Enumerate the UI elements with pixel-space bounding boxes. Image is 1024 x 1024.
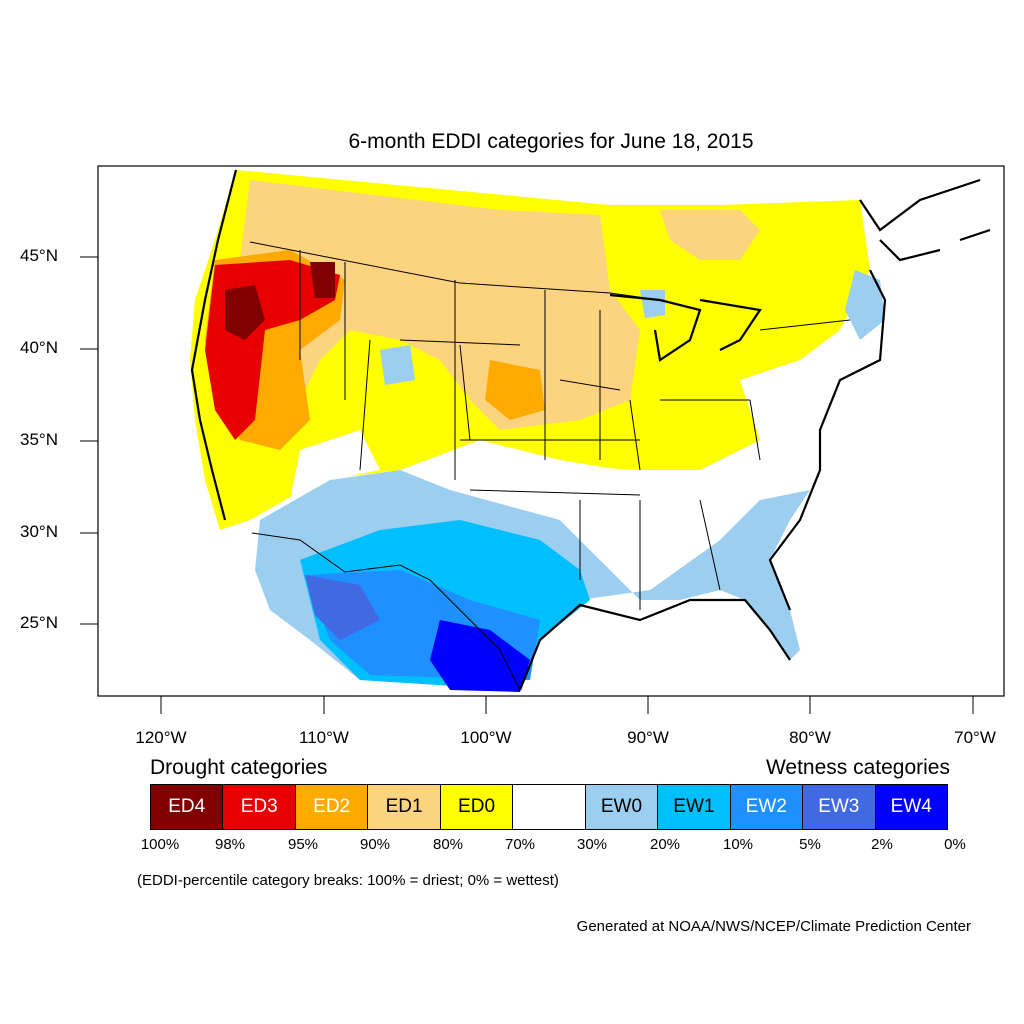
pct-break-100: 100% (140, 836, 180, 853)
lon-label-110: 110°W (299, 728, 349, 747)
lat-label-30: 30°N (20, 522, 58, 541)
lat-ticks (80, 256, 98, 625)
ed4-region-2 (310, 262, 335, 298)
legend-swatch-ed2: ED2 (295, 785, 369, 829)
lat-label-35: 35°N (20, 430, 58, 449)
ed4-region (225, 285, 265, 340)
legend-swatch-ed1: ED1 (368, 785, 441, 829)
wetness-heading: Wetness categories (765, 756, 950, 779)
pct-break-70: 70% (504, 836, 536, 853)
legend-swatch-ed3: ED3 (223, 785, 296, 829)
neutral-patch-west (290, 430, 380, 500)
breaks-note: (EDDI-percentile category breaks: 100% =… (137, 872, 559, 889)
lon-label-100: 100°W (460, 728, 512, 747)
ew0-patch-mi (640, 290, 665, 318)
lon-ticks (160, 696, 974, 714)
pct-break-2: 2% (871, 836, 893, 853)
lon-label-90: 90°W (627, 728, 669, 747)
legend-swatch-ew0: EW0 (585, 785, 659, 829)
ew0-patch-co (380, 345, 415, 385)
pacific-coast (190, 169, 238, 521)
us-mexico-border (251, 532, 521, 691)
ew4-region (430, 620, 530, 692)
legend-swatch-ew2: EW2 (730, 785, 804, 829)
lon-label-70: 70°W (954, 728, 996, 747)
pct-break-10: 10% (722, 836, 754, 853)
pct-break-30: 30% (576, 836, 608, 853)
legend-swatch-neutral (513, 785, 586, 829)
gulf-coast (518, 598, 791, 691)
legend-swatch-ew1: EW1 (658, 785, 731, 829)
ed2-region-mid (485, 360, 545, 420)
drought-heading: Drought categories (150, 756, 328, 779)
ew3-region (305, 575, 380, 640)
neutral-patch-se (470, 460, 740, 590)
ed1-region-north (230, 180, 640, 430)
pct-break-95: 95% (287, 836, 319, 853)
pct-break-5: 5% (799, 836, 821, 853)
map-title: 6-month EDDI categories for June 18, 201… (348, 130, 754, 153)
lon-label-80: 80°W (789, 728, 831, 747)
pct-break-98: 98% (214, 836, 246, 853)
legend-swatch-ed0: ED0 (440, 785, 514, 829)
canada-coast (859, 178, 991, 262)
lat-label-25: 25°N (20, 613, 58, 632)
lat-label-40: 40°N (20, 338, 58, 357)
lat-label-45: 45°N (20, 246, 58, 265)
state-lines (299, 250, 851, 610)
lon-label-120: 120°W (135, 728, 187, 747)
pct-break-80: 80% (432, 836, 464, 853)
ed1-region-ne (660, 210, 760, 260)
credit-line: Generated at NOAA/NWS/NCEP/Climate Predi… (576, 918, 971, 935)
pct-break-20: 20% (649, 836, 681, 853)
pct-break-0: 0% (944, 836, 966, 853)
legend-colorbar: ED4 ED3 ED2 ED1 ED0 EW0 EW1 EW2 EW3 EW4 (150, 784, 948, 830)
legend-swatch-ew4: EW4 (875, 785, 947, 829)
legend-swatch-ew3: EW3 (803, 785, 876, 829)
plot-frame (97, 165, 1005, 697)
atlantic-coast (768, 269, 887, 611)
ew0-patch-ne (845, 270, 885, 340)
coastlines (190, 169, 991, 691)
pct-break-90: 90% (359, 836, 391, 853)
great-lakes (609, 293, 762, 362)
legend-swatch-ed4: ED4 (151, 785, 224, 829)
